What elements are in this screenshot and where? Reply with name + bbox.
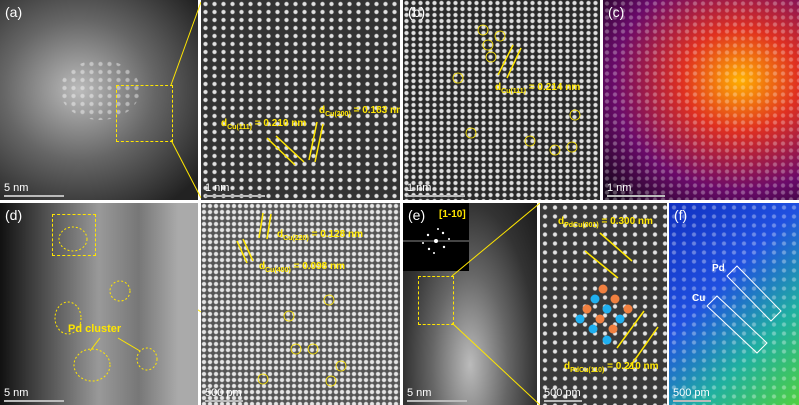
pd-cluster-annotation: Pd cluster	[68, 323, 122, 335]
fft-inset: [1-10]	[403, 203, 469, 271]
cu-atom	[588, 324, 598, 334]
scale-bar: 500 pm	[205, 387, 243, 402]
d-spacing-label: dCu(220) = 0.128 nm	[277, 229, 363, 242]
pd-atom	[610, 294, 620, 304]
cu-atom	[615, 314, 625, 324]
panel-b: dCu(111) = 0.214 nm (b) 1 nm	[403, 0, 600, 200]
panel-e-zoom: dPdCu(001) = 0.300 nm dPdCu(110) = 0.210…	[540, 203, 667, 405]
pd-atom	[608, 324, 618, 334]
panel-d-zoom: dCu(220) = 0.128 nm dCu(400) = 0.098 nm …	[201, 203, 400, 405]
panel-label: (e)	[408, 207, 426, 223]
zoom-box	[52, 214, 96, 256]
panel-label: (c)	[608, 4, 625, 20]
d-spacing-label: dCu(111) = 0.214 nm	[495, 82, 581, 95]
pd-atom	[595, 314, 605, 324]
panel-f: Pd Cu (f) 500 pm	[669, 203, 799, 405]
pd-atom	[582, 304, 592, 314]
scale-bar: 500 pm	[544, 387, 582, 402]
cu-atom	[575, 314, 585, 324]
panel-label: (d)	[5, 207, 23, 223]
pd-atom	[623, 304, 633, 314]
panel-label: (f)	[674, 207, 688, 223]
lattice-region	[60, 60, 140, 120]
zoom-box	[116, 85, 173, 142]
lattice-overlay	[669, 203, 799, 405]
scale-bar: 1 nm	[205, 182, 265, 197]
d-spacing-label: dPdCu(001) = 0.300 nm	[558, 216, 653, 229]
cu-atom	[602, 304, 612, 314]
panel-a: (a) 5 nm	[0, 0, 198, 200]
zone-axis-label: [1-10]	[439, 209, 466, 220]
panel-label: (b)	[408, 4, 426, 20]
panel-c: (c) 1 nm	[603, 0, 799, 200]
cu-atom	[590, 294, 600, 304]
d-spacing-label: dCu(400) = 0.098 nm	[259, 261, 345, 274]
zoom-box	[418, 276, 454, 325]
panel-e: [1-10] (e) 5 nm	[403, 203, 537, 405]
cu-atom	[602, 335, 612, 345]
scale-bar: 5 nm	[4, 387, 64, 402]
cu-label: Cu	[692, 293, 706, 304]
panel-d: Pd cluster (d) 5 nm	[0, 203, 198, 405]
scale-bar: 5 nm	[4, 182, 64, 197]
d-spacing-label: dPdCu(110) = 0.210 nm	[564, 361, 659, 374]
lattice-overlay	[603, 0, 799, 200]
scale-bar: 500 pm	[673, 387, 711, 402]
d-spacing-label: dCu(200) = 0.183 nm	[319, 105, 400, 118]
panel-a-zoom: dCu(111) = 0.210 nm dCu(200) = 0.183 nm …	[201, 0, 400, 200]
d-spacing-label: dCu(111) = 0.210 nm	[221, 118, 307, 131]
pd-label: Pd	[712, 263, 725, 274]
zoom-lines	[451, 203, 541, 405]
panel-label: (a)	[5, 4, 23, 20]
pd-atom	[598, 284, 608, 294]
scale-bar: 5 nm	[407, 387, 467, 402]
scale-bar: 1 nm	[407, 182, 465, 197]
scale-bar: 1 nm	[607, 182, 665, 197]
